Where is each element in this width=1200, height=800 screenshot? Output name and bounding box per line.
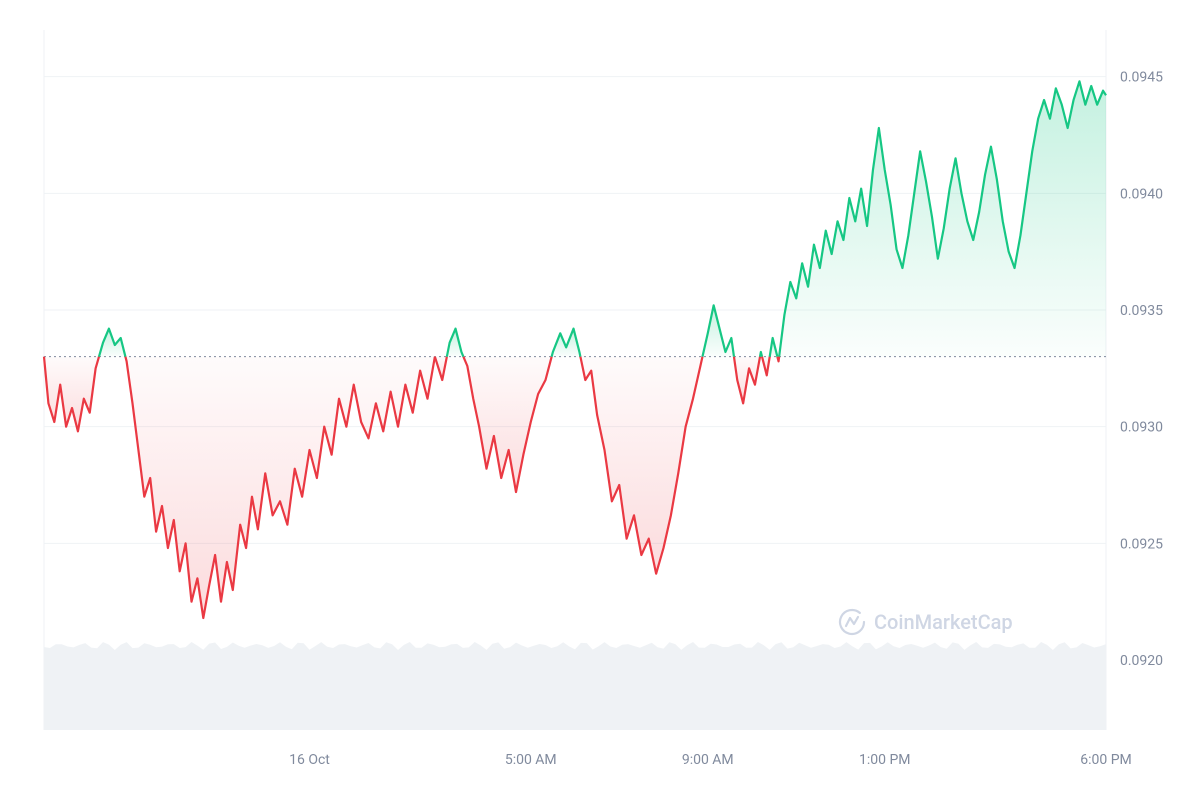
watermark: CoinMarketCap	[840, 610, 1013, 634]
svg-text:6:00 PM: 6:00 PM	[1080, 752, 1132, 768]
coinmarketcap-logo-icon	[840, 610, 864, 634]
chart-svg: 0.0920 0.0925 0.0930 0.0935 0.0940 0.0945 16 …	[0, 0, 1200, 800]
svg-text:0.0940: 0.0940	[1120, 186, 1163, 202]
volume-layer	[44, 642, 1106, 730]
svg-text:0.0925: 0.0925	[1120, 536, 1163, 552]
price-area-layer	[44, 81, 1106, 618]
svg-text:0.0945: 0.0945	[1120, 70, 1163, 86]
svg-text:1:00 PM: 1:00 PM	[859, 752, 911, 768]
svg-text:0.0930: 0.0930	[1120, 420, 1163, 436]
svg-text:0.0920: 0.0920	[1120, 653, 1163, 669]
y-axis: 0.0920 0.0925 0.0930 0.0935 0.0940 0.0945	[1120, 70, 1163, 669]
price-chart[interactable]: 0.0920 0.0925 0.0930 0.0935 0.0940 0.0945 16 …	[0, 0, 1200, 800]
watermark-text: CoinMarketCap	[874, 610, 1013, 634]
svg-text:5:00 AM: 5:00 AM	[505, 752, 557, 768]
svg-text:16 Oct: 16 Oct	[289, 752, 330, 768]
svg-text:9:00 AM: 9:00 AM	[682, 752, 734, 768]
svg-text:0.0935: 0.0935	[1120, 303, 1163, 319]
x-axis: 16 Oct 5:00 AM 9:00 AM 1:00 PM 6:00 PM	[289, 752, 1132, 768]
